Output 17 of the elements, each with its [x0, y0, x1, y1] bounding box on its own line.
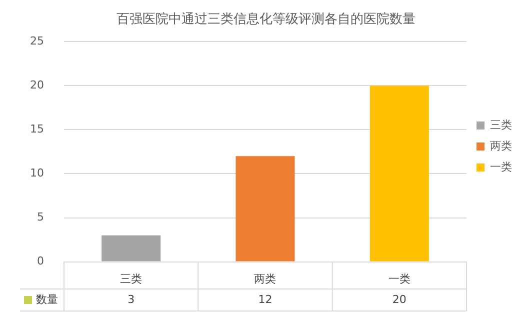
y-tick-label: 15	[30, 122, 44, 136]
x-tick-label: 三类	[120, 272, 142, 286]
legend-label: 两类	[490, 139, 512, 152]
data-label: 3	[128, 292, 135, 306]
y-tick-label: 0	[36, 254, 44, 268]
y-tick-label: 10	[30, 166, 44, 180]
x-tick-label: 两类	[254, 272, 276, 286]
legend-label: 一类	[490, 160, 512, 174]
y-tick-label: 5	[36, 210, 44, 224]
data-label: 20	[392, 292, 406, 306]
y-tick-label: 25	[30, 34, 44, 48]
y-tick-label: 20	[30, 78, 44, 92]
x-tick-label: 一类	[388, 272, 410, 286]
chart-title: 百强医院中通过三类信息化等级评测各自的医院数量	[116, 12, 416, 28]
legend-label: 三类	[490, 118, 512, 132]
text: 数量	[36, 292, 58, 306]
data-label: 12	[258, 292, 272, 306]
